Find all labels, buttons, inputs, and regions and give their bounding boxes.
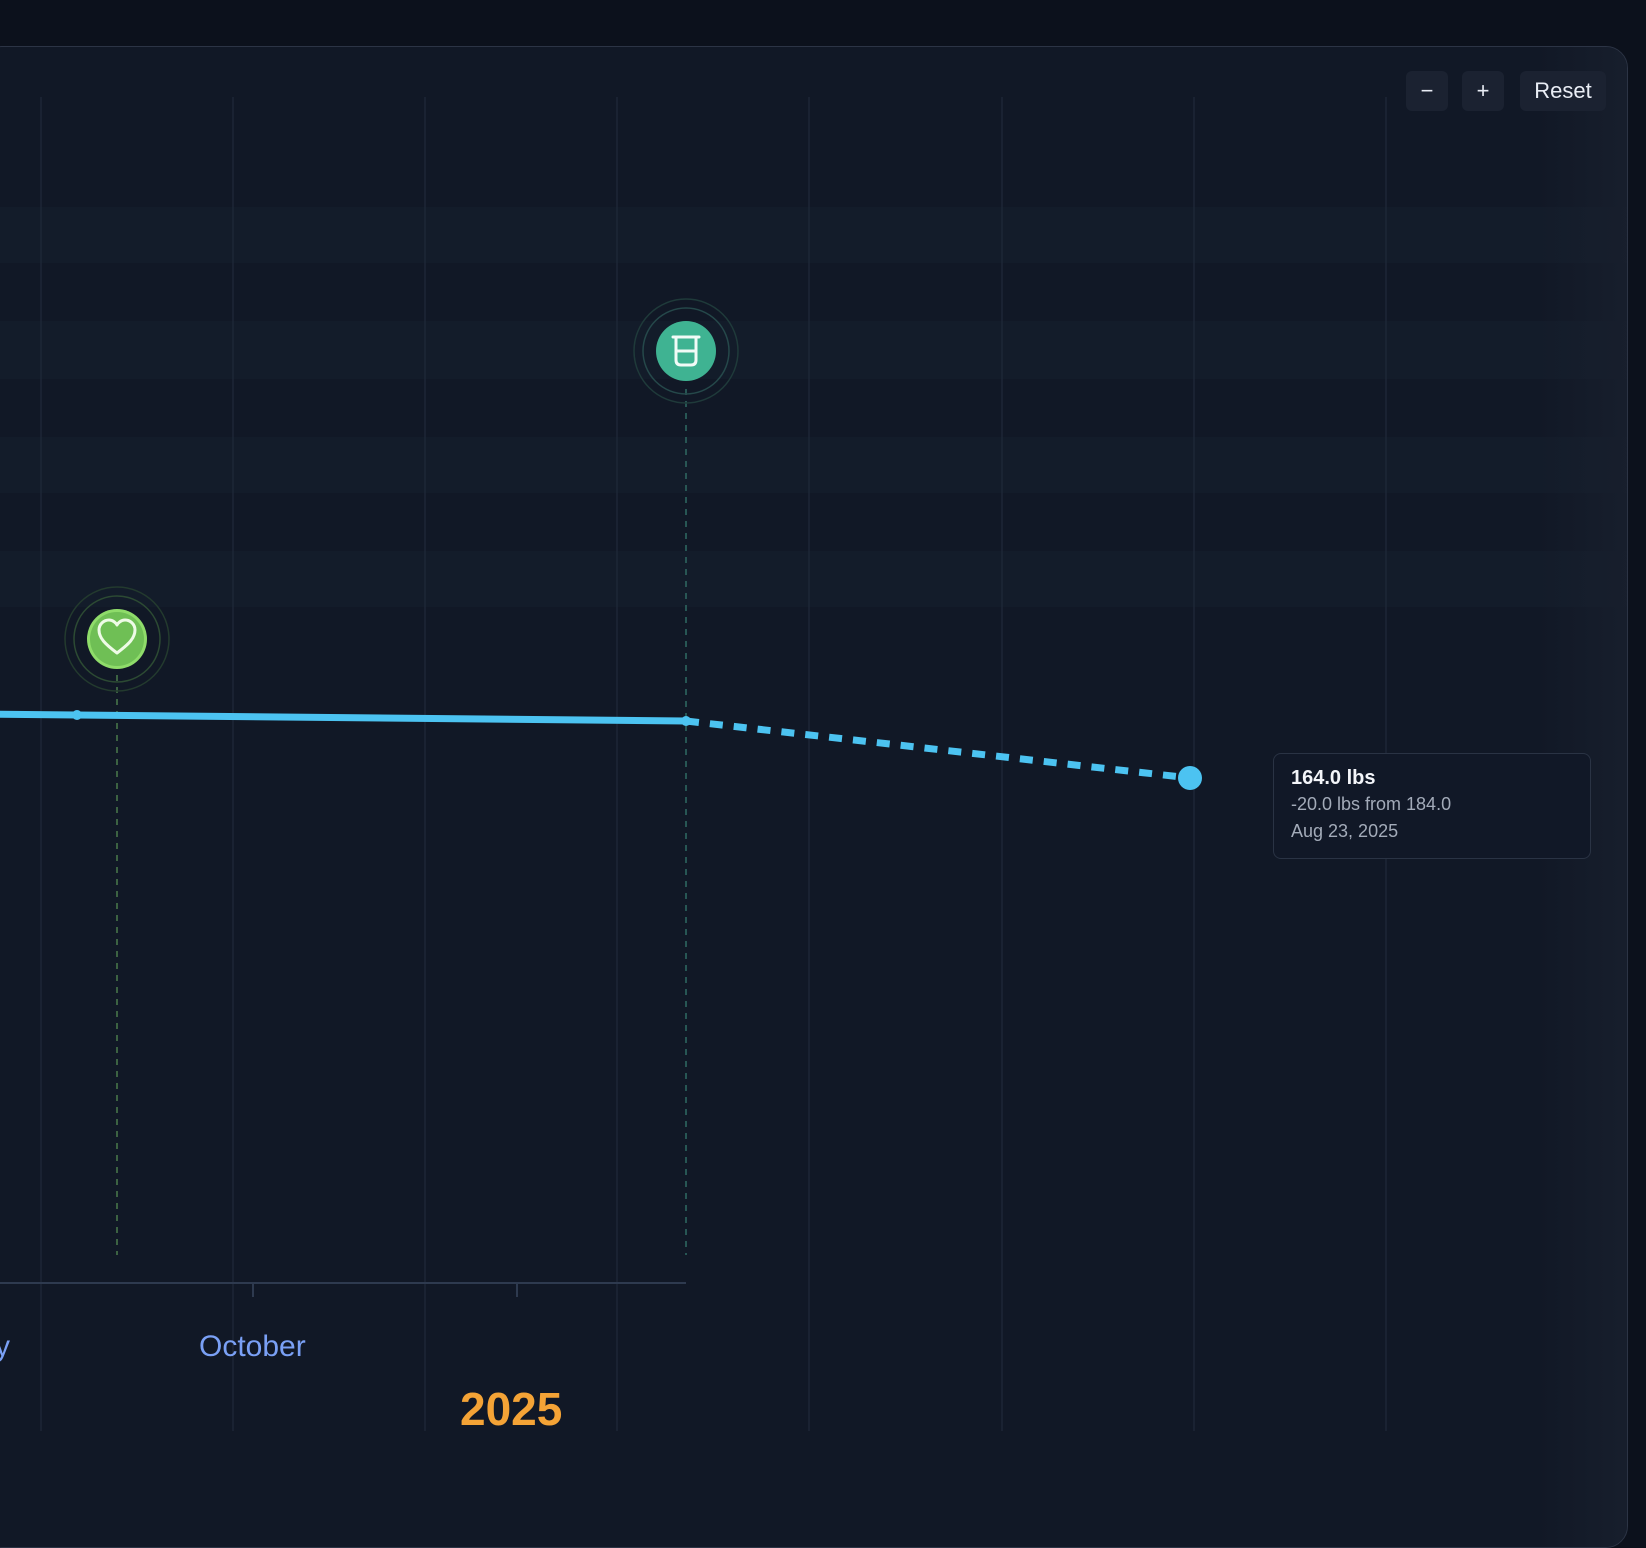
timeline-panel: − + Reset 164.0 lbs -20.0 lbs from 184.0… (0, 46, 1628, 1548)
weight-tooltip: 164.0 lbs -20.0 lbs from 184.0 Aug 23, 2… (1273, 753, 1591, 859)
reset-zoom-button[interactable]: Reset (1520, 71, 1606, 111)
heart-icon (97, 618, 137, 655)
weight-point[interactable] (72, 710, 82, 720)
year-label: 2025 (460, 1383, 563, 1435)
tooltip-weight-value: 164.0 lbs (1291, 767, 1376, 789)
beaker-marker[interactable] (633, 298, 739, 404)
chart-band (0, 321, 1627, 379)
grid-lines (40, 97, 1387, 1431)
month-label: y (0, 1330, 10, 1364)
month-label: October (199, 1330, 306, 1363)
tooltip-weight-change: -20.0 lbs from 184.0 (1291, 794, 1452, 814)
zoom-out-button[interactable]: − (1406, 71, 1448, 111)
zoom-in-button[interactable]: + (1462, 71, 1504, 111)
heart-marker[interactable] (64, 586, 170, 692)
weight-chart (0, 97, 1627, 1431)
beaker-icon (671, 335, 701, 367)
chart-band (0, 551, 1627, 607)
weight-line (0, 710, 687, 725)
projected-weight-line (685, 717, 1191, 782)
chart-band (0, 207, 1627, 263)
tooltip-date: Aug 23, 2025 (1291, 821, 1399, 841)
goal-weight-point[interactable] (1178, 766, 1202, 790)
chart-band (0, 437, 1627, 493)
